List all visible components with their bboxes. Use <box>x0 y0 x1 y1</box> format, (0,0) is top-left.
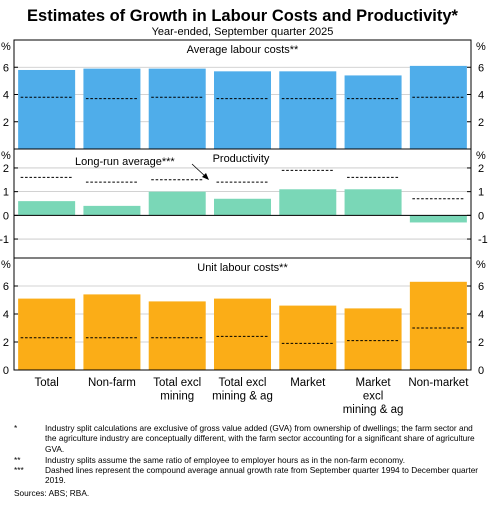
y-tick-left: 2 <box>3 337 9 349</box>
bar <box>214 198 271 216</box>
y-tick-right: 0 <box>478 210 484 222</box>
x-tick-label: Market <box>355 377 391 389</box>
x-tick-label: Non-market <box>408 377 469 389</box>
footnote-1-text: Industry split calculations are exclusiv… <box>45 423 475 454</box>
bar <box>409 65 467 149</box>
panel-title: Productivity <box>213 153 270 165</box>
annotation-arrow-line <box>191 163 207 178</box>
panel-title: Average labour costs** <box>187 44 299 56</box>
bar <box>344 308 402 370</box>
bar <box>148 301 206 370</box>
x-tick-label: excl <box>363 391 383 403</box>
y-tick-left: -1 <box>0 234 9 246</box>
footnote-1-mark: * <box>14 423 18 433</box>
bar <box>83 205 141 216</box>
y-tick-right: -1 <box>478 234 488 246</box>
y-tick-left: 2 <box>3 117 9 129</box>
y-tick-right: 4 <box>478 309 484 321</box>
bar <box>409 281 467 370</box>
footnote-3-mark: *** <box>14 465 24 475</box>
x-tick-label: Total <box>34 377 58 389</box>
bar <box>83 294 141 370</box>
bar <box>279 71 337 149</box>
y-tick-right: 1 <box>478 187 484 199</box>
annotation-label: Long-run average*** <box>75 156 175 168</box>
bar <box>409 215 467 223</box>
sources: Sources: ABS; RBA. <box>14 488 89 498</box>
y-tick-right: 2 <box>478 163 484 175</box>
y-unit-right: % <box>476 259 486 271</box>
y-tick-right: 2 <box>478 337 484 349</box>
y-tick-left: 6 <box>3 62 9 74</box>
y-tick-right: 6 <box>478 62 484 74</box>
bar <box>18 69 76 149</box>
y-tick-left: 0 <box>3 365 9 377</box>
y-unit-left: % <box>1 259 11 271</box>
bar <box>344 189 402 216</box>
sources-text: Sources: ABS; RBA. <box>14 488 90 498</box>
x-tick-label: Total excl <box>153 377 201 389</box>
y-tick-left: 0 <box>3 210 9 222</box>
bar <box>83 68 141 149</box>
y-tick-left: 4 <box>3 309 9 321</box>
x-tick-label: Total excl <box>219 377 267 389</box>
x-tick-label: mining & ag <box>343 404 404 416</box>
bar <box>344 75 402 149</box>
annotation-arrow-head <box>202 173 209 180</box>
y-unit-left: % <box>1 150 11 162</box>
y-tick-right: 6 <box>478 281 484 293</box>
bar <box>279 189 337 216</box>
panel-title: Unit labour costs** <box>197 262 288 274</box>
x-tick-label: mining & ag <box>212 391 273 403</box>
footnote-2-mark: ** <box>14 455 21 465</box>
y-unit-left: % <box>1 41 11 53</box>
footnote-2-text: Industry splits assume the same ratio of… <box>45 455 406 465</box>
bar <box>148 68 206 149</box>
bar <box>18 298 76 370</box>
y-tick-left: 6 <box>3 281 9 293</box>
x-tick-label: mining <box>160 391 194 403</box>
bar <box>214 71 271 149</box>
y-unit-right: % <box>476 41 486 53</box>
y-tick-left: 4 <box>3 90 9 102</box>
y-tick-right: 2 <box>478 117 484 129</box>
y-tick-right: 4 <box>478 90 484 102</box>
bar <box>279 305 337 370</box>
bar <box>148 191 206 216</box>
x-tick-label: Market <box>290 377 326 389</box>
x-tick-label: Non-farm <box>88 377 136 389</box>
y-unit-right: % <box>476 150 486 162</box>
y-tick-right: 0 <box>478 365 484 377</box>
bar <box>18 201 76 216</box>
footnote-3-text: Dashed lines represent the compound aver… <box>45 465 479 486</box>
chart-subtitle: Year-ended, September quarter 2025 <box>152 26 334 38</box>
chart-title: Estimates of Growth in Labour Costs and … <box>27 7 458 25</box>
y-tick-left: 2 <box>3 163 9 175</box>
bar <box>214 298 271 370</box>
y-tick-left: 1 <box>3 187 9 199</box>
